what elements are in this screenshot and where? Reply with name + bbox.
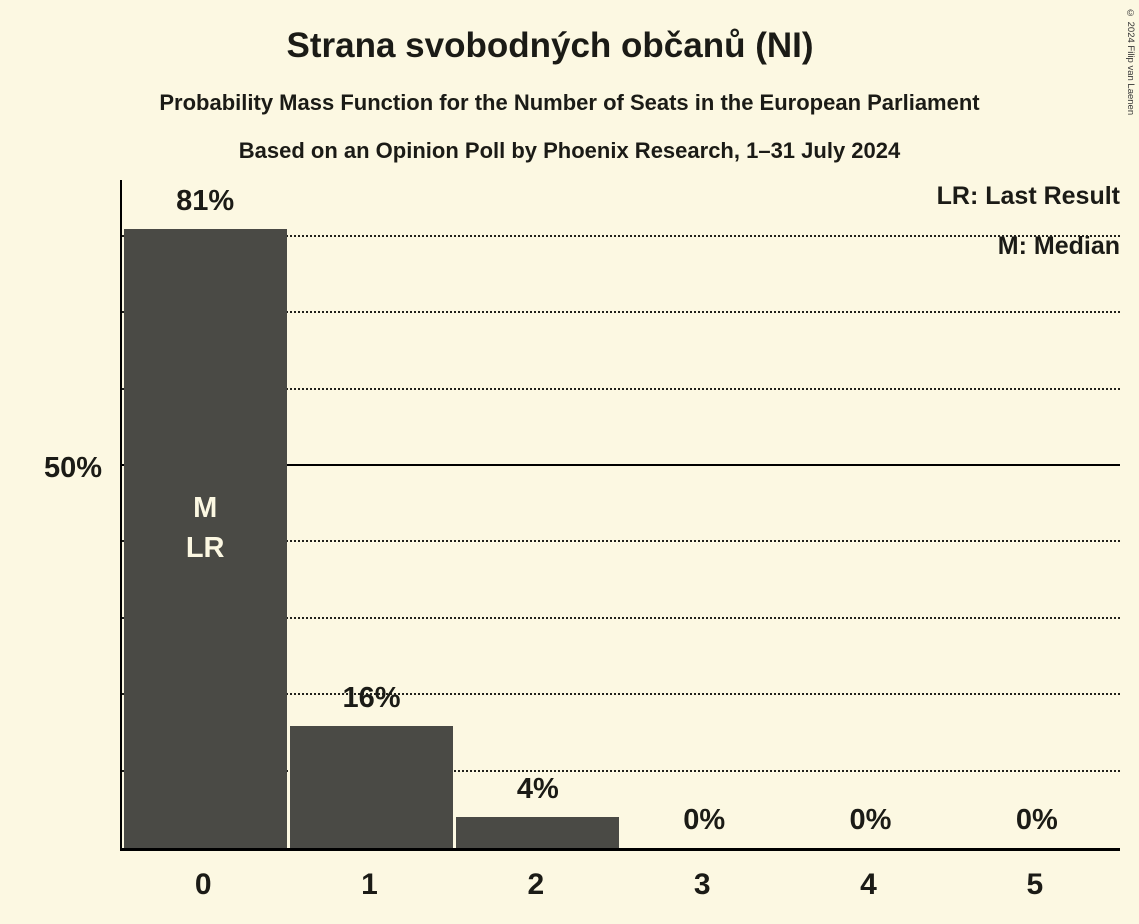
x-tick-label-4: 4 bbox=[860, 868, 877, 901]
gridline-dotted bbox=[122, 693, 1120, 696]
chart-subtitle: Probability Mass Function for the Number… bbox=[159, 90, 980, 115]
bar-seats-2 bbox=[456, 817, 620, 848]
gridline-dotted bbox=[122, 616, 1120, 619]
copyright-text: © 2024 Filip van Laenen bbox=[1125, 8, 1136, 116]
bar-value-label: 0% bbox=[683, 804, 726, 836]
gridline-dotted bbox=[122, 234, 1120, 237]
annotation-line: M bbox=[193, 492, 218, 524]
gridline-dotted bbox=[122, 387, 1120, 390]
bar-value-label: 16% bbox=[342, 681, 401, 714]
annotation-line: LR bbox=[185, 532, 225, 564]
x-tick-label-3: 3 bbox=[693, 868, 711, 901]
gridline-dotted bbox=[122, 311, 1120, 314]
plot-area: LR: Last Result M: Median 81% 16% 4% 0% 0% 0%… bbox=[120, 180, 1120, 851]
x-tick-label-2: 2 bbox=[527, 868, 545, 901]
x-tick-label-0: 0 bbox=[194, 868, 212, 901]
chart-source-line: Based on an Opinion Poll by Phoenix Rese… bbox=[238, 138, 901, 163]
median-last-result-annotation: M LR bbox=[122, 488, 288, 568]
bar-value-label: 4% bbox=[516, 773, 559, 806]
chart-title: Strana svobodných občanů (NI) bbox=[286, 26, 814, 65]
y-axis-50-label: 50% bbox=[43, 452, 102, 484]
x-tick-label-1: 1 bbox=[361, 868, 378, 901]
bar-value-label: 0% bbox=[1015, 804, 1058, 836]
bar-seats-0 bbox=[123, 229, 287, 848]
gridline-dotted bbox=[122, 769, 1120, 772]
chart-legend: LR: Last Result M: Median bbox=[937, 182, 1120, 282]
x-tick-label-5: 5 bbox=[1026, 868, 1044, 901]
legend-median: M: Median bbox=[997, 232, 1120, 260]
bar-value-label: 81% bbox=[176, 185, 235, 218]
gridline-dotted bbox=[122, 540, 1120, 543]
gridline-solid-50 bbox=[122, 464, 1120, 466]
bar-seats-1 bbox=[289, 725, 454, 848]
legend-last-result: LR: Last Result bbox=[936, 182, 1120, 210]
bar-value-label: 0% bbox=[849, 804, 892, 836]
